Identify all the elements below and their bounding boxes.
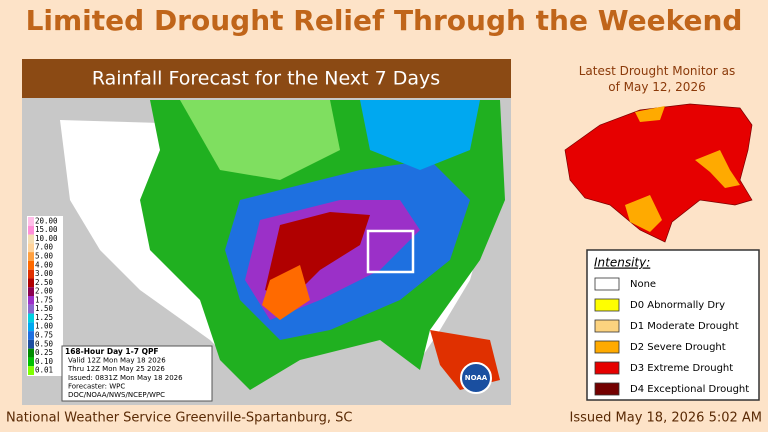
legend-swatch — [594, 319, 620, 333]
scale-swatch — [28, 225, 34, 235]
slide-title: Limited Drought Relief Through the Weeke… — [26, 4, 743, 37]
scale-swatch — [28, 348, 34, 358]
scale-swatch — [28, 252, 34, 261]
scale-label: 4.00 — [35, 260, 54, 269]
map-banner — [22, 59, 511, 98]
legend-label: D3 Extreme Drought — [630, 363, 733, 374]
scale-swatch — [28, 243, 34, 253]
drought-title-line: Latest Drought Monitor as — [579, 64, 736, 78]
legend-label: None — [630, 279, 656, 290]
scale-label: 0.25 — [35, 348, 53, 357]
scale-label: 3.00 — [35, 269, 54, 278]
scale-swatch — [28, 313, 34, 323]
scale-swatch — [28, 322, 34, 332]
legend-swatch — [594, 277, 620, 291]
rainfall-map — [22, 98, 511, 405]
drought-legend-title: Intensity: — [594, 256, 650, 270]
scale-swatch — [28, 339, 34, 349]
info-line: Thru 12Z Mon May 25 2026 — [67, 365, 165, 373]
drought-title-1: Latest Drought Monitor as of May 12, 2026 — [579, 64, 736, 94]
drought-map — [564, 103, 753, 243]
scale-swatch — [28, 331, 34, 340]
scale-label: 0.75 — [35, 331, 53, 340]
scale-swatch — [28, 304, 34, 314]
scale-label: 7.00 — [35, 243, 54, 252]
info-line: 168-Hour Day 1-7 QPF — [65, 347, 159, 356]
legend-label: D4 Exceptional Drought — [630, 384, 749, 395]
scale-swatch — [28, 260, 34, 270]
scale-swatch — [28, 217, 34, 226]
info-line: Valid 12Z Mon May 18 2026 — [68, 357, 166, 365]
scale-label: 15.00 — [35, 225, 58, 234]
scale-label: 1.50 — [35, 304, 54, 313]
scale-label: 2.50 — [35, 278, 54, 287]
scale-swatch — [28, 366, 34, 375]
info-line: Issued: 0831Z Mon May 18 2026 — [68, 374, 183, 382]
rainfall-scale: 20.0015.0010.007.005.004.003.002.502.001… — [27, 216, 63, 376]
legend-swatch — [594, 382, 620, 396]
scale-label: 1.00 — [35, 322, 54, 331]
scale-label: 20.00 — [35, 216, 58, 225]
map-title: Rainfall Forecast for the Next 7 Days — [92, 68, 440, 90]
info-box — [61, 345, 213, 402]
info-line: Forecaster: WPC — [68, 382, 125, 390]
scale-label: 2.00 — [35, 287, 54, 296]
scale-swatch — [28, 357, 34, 367]
scale-swatch — [28, 296, 34, 305]
legend-swatch — [594, 361, 620, 375]
legend-label: D1 Moderate Drought — [630, 321, 739, 332]
scale-label: 1.75 — [35, 295, 53, 304]
footer-left: National Weather Service Greenville-Spar… — [6, 411, 353, 426]
scale-swatch — [28, 269, 34, 279]
scale-swatch — [28, 278, 34, 288]
scale-label: 10.00 — [35, 234, 58, 243]
legend-label: D2 Severe Drought — [630, 342, 726, 353]
noaa-logo: NOAA — [465, 374, 488, 382]
scale-label: 1.25 — [35, 313, 53, 322]
scale-swatch — [28, 234, 34, 244]
info-line: DOC/NOAA/NWS/NCEP/WPC — [68, 391, 165, 399]
scale-label: 0.10 — [35, 357, 54, 366]
drought-title-line: of May 12, 2026 — [608, 80, 705, 94]
scale-label: 0.01 — [35, 366, 53, 375]
legend-label: D0 Abnormally Dry — [630, 300, 725, 311]
legend-swatch — [594, 340, 620, 354]
footer-right: Issued May 18, 2026 5:02 AM — [570, 411, 762, 426]
drought-legend: None D0 Abnormally Dry D1 Moderate Drought… — [594, 277, 749, 396]
legend-swatch — [594, 298, 620, 312]
scale-swatch — [28, 287, 34, 296]
scale-label: 5.00 — [35, 252, 54, 261]
scale-label: 0.50 — [35, 339, 54, 348]
